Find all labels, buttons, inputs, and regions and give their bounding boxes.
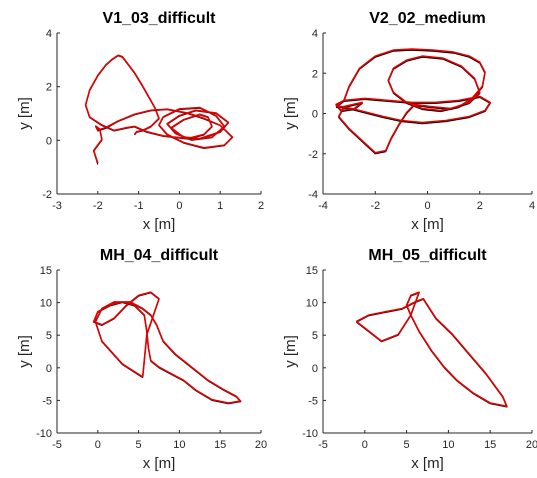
x-tick-label: 0 — [424, 200, 430, 212]
x-tick-label: -1 — [134, 200, 144, 212]
y-tick-label: 5 — [46, 330, 52, 342]
x-tick-label: 15 — [484, 439, 496, 451]
x-tick-label: -5 — [318, 439, 328, 451]
x-tick-label: 2 — [477, 200, 483, 212]
y-tick-label: -2 — [42, 189, 52, 201]
x-axis-label: x [m] — [411, 216, 444, 233]
y-tick-label: 0 — [312, 363, 318, 375]
series-estimate — [355, 291, 508, 408]
y-tick-label: 2 — [312, 68, 318, 80]
subplot-title: V1_03_difficult — [103, 10, 217, 27]
x-tick-label: 5 — [136, 439, 142, 451]
y-tick-label: -10 — [302, 428, 318, 440]
x-tick-label: 0 — [176, 200, 182, 212]
y-axis-label: y [m] — [282, 335, 299, 368]
x-tick-label: -2 — [93, 200, 103, 212]
y-axis-label: y [m] — [16, 97, 33, 130]
x-tick-label: 15 — [214, 439, 226, 451]
y-tick-label: 15 — [306, 265, 318, 277]
x-tick-label: -2 — [370, 200, 380, 212]
x-tick-label: 2 — [258, 200, 264, 212]
x-axis-label: x [m] — [143, 455, 176, 472]
y-tick-label: 4 — [46, 28, 52, 40]
series-estimate — [335, 48, 491, 154]
y-tick-label: 0 — [46, 363, 52, 375]
x-tick-label: -5 — [52, 439, 62, 451]
x-tick-label: 5 — [404, 439, 410, 451]
subplot-title: V2_02_medium — [369, 10, 486, 27]
y-tick-label: 5 — [312, 330, 318, 342]
x-tick-label: 20 — [526, 439, 537, 451]
x-tick-label: 20 — [255, 439, 267, 451]
y-axis-label: y [m] — [282, 97, 299, 130]
y-tick-label: 0 — [46, 135, 52, 147]
y-tick-label: 2 — [46, 82, 52, 94]
x-tick-label: -4 — [318, 200, 328, 212]
y-tick-label: 10 — [40, 298, 52, 310]
x-tick-label: -3 — [52, 200, 62, 212]
x-axis-label: x [m] — [143, 216, 176, 233]
y-tick-label: 0 — [312, 109, 318, 121]
y-tick-label: -5 — [308, 395, 318, 407]
y-tick-label: 4 — [312, 28, 318, 40]
y-tick-label: -2 — [308, 149, 318, 161]
y-axis-label: y [m] — [16, 335, 33, 368]
subplot-title: MH_04_difficult — [100, 247, 219, 264]
x-tick-label: 0 — [362, 439, 368, 451]
x-tick-label: 4 — [529, 200, 535, 212]
x-axis-label: x [m] — [411, 455, 444, 472]
x-tick-label: 10 — [442, 439, 454, 451]
series-estimate — [84, 54, 234, 164]
y-tick-label: -4 — [308, 189, 318, 201]
y-tick-label: -5 — [42, 395, 52, 407]
subplot-title: MH_05_difficult — [368, 247, 487, 264]
x-tick-label: 0 — [95, 439, 101, 451]
x-tick-label: 10 — [173, 439, 185, 451]
y-tick-label: 15 — [40, 265, 52, 277]
x-tick-label: 1 — [217, 200, 223, 212]
y-tick-label: 10 — [306, 298, 318, 310]
y-tick-label: -10 — [36, 428, 52, 440]
series-estimate — [92, 291, 242, 404]
